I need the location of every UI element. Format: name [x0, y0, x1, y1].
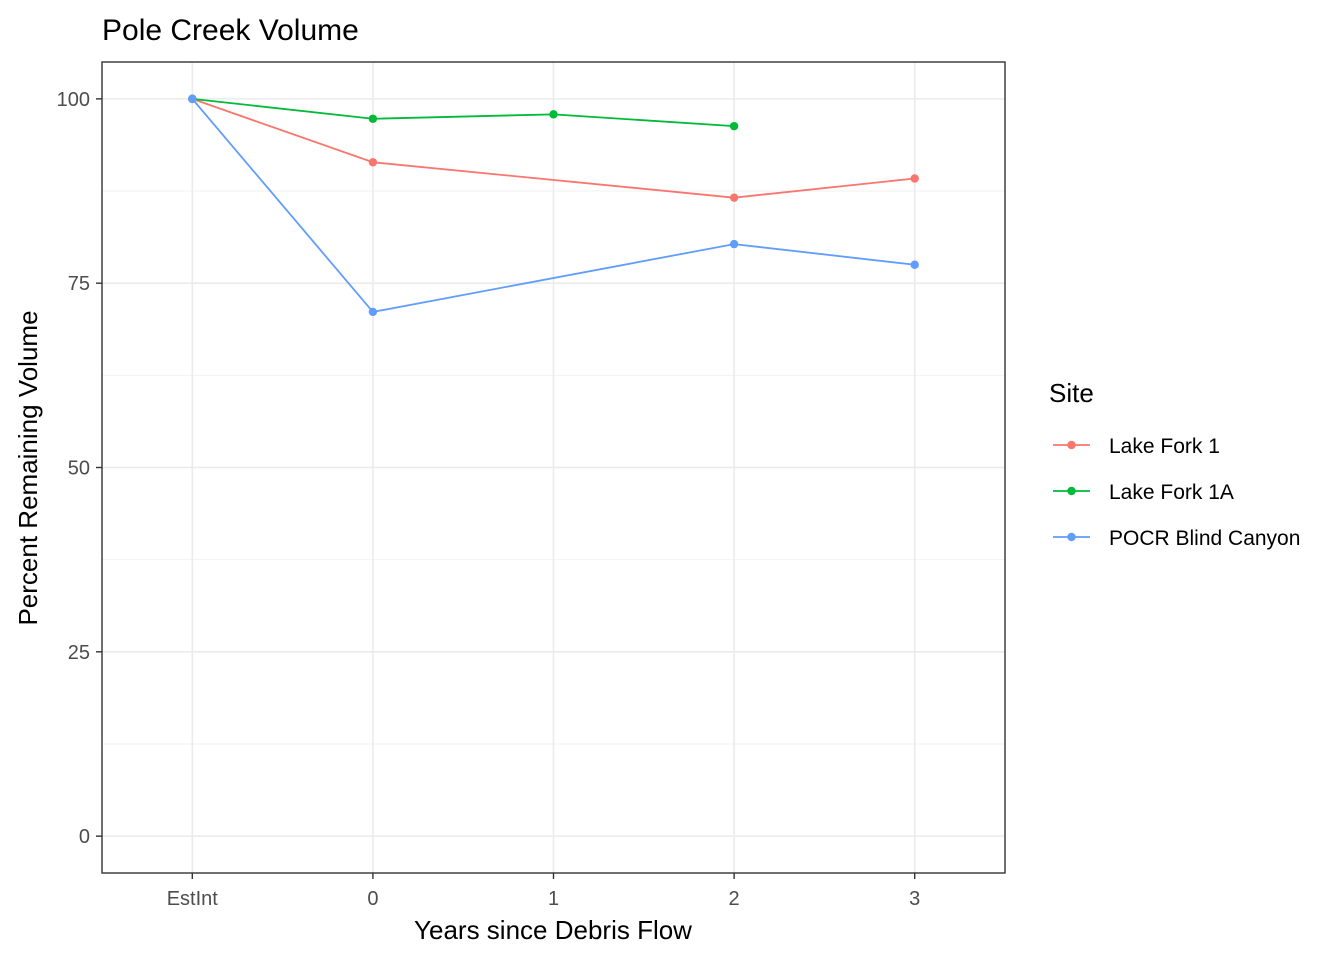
y-axis: 0 25 50 75 100 [57, 89, 102, 848]
data-point [368, 307, 378, 317]
chart-title: Pole Creek Volume [102, 14, 359, 47]
data-point [549, 110, 558, 119]
legend-label: Lake Fork 1A [1109, 481, 1234, 504]
x-tick-label: 2 [729, 888, 740, 910]
data-point [368, 114, 378, 123]
y-tick-label: 25 [68, 642, 90, 664]
legend-key-point [1067, 486, 1076, 496]
data-point [729, 121, 739, 131]
series-layer [188, 94, 919, 317]
grid-major [102, 62, 1005, 873]
x-tick-label: 3 [909, 888, 920, 910]
legend-label: Lake Fork 1 [1109, 435, 1220, 458]
data-point [910, 174, 919, 183]
x-tick-label: 0 [367, 888, 378, 910]
y-tick-label: 75 [68, 273, 90, 295]
legend: Site Lake Fork 1 Lake Fork 1A POCR Blind C… [1049, 378, 1300, 550]
series-line [192, 97, 735, 128]
series-line [192, 98, 915, 199]
y-tick-label: 100 [57, 89, 90, 111]
data-point [188, 94, 197, 104]
data-point [910, 260, 919, 269]
x-axis-title: Years since Debris Flow [414, 915, 692, 945]
legend-key-point [1067, 440, 1076, 450]
y-tick-label: 50 [68, 458, 90, 480]
x-tick-label: 1 [548, 888, 559, 910]
legend-label: POCR Blind Canyon [1109, 527, 1300, 550]
data-point [729, 239, 739, 249]
data-point [729, 193, 739, 202]
data-point [368, 158, 378, 167]
legend-title: Site [1049, 378, 1094, 408]
x-tick-label: EstInt [167, 888, 219, 910]
y-tick-label: 0 [79, 826, 90, 848]
x-axis: EstInt 0 1 2 3 [167, 873, 920, 910]
y-axis-title: Percent Remaining Volume [13, 310, 43, 625]
series-line [191, 98, 915, 313]
legend-key-point [1067, 532, 1076, 542]
